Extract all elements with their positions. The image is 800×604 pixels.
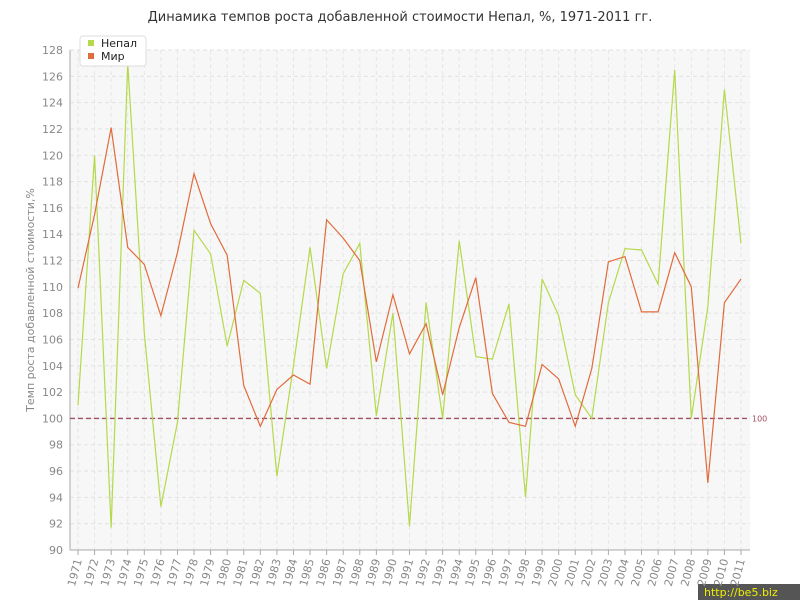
legend-swatch [88,53,94,59]
y-tick-label: 112 [42,255,63,268]
y-tick-label: 110 [42,281,63,294]
y-tick-label: 92 [49,518,63,531]
y-tick-label: 102 [42,386,63,399]
y-tick-label: 116 [42,202,63,215]
y-tick-label: 108 [42,307,63,320]
y-tick-label: 106 [42,333,63,346]
y-tick-label: 94 [49,491,63,504]
y-tick-label: 118 [42,176,63,189]
y-tick-label: 114 [42,228,63,241]
chart-title: Динамика темпов роста добавленной стоимо… [148,10,653,25]
plot-area [70,50,750,550]
line-series [77,127,742,483]
y-tick-label: 98 [49,439,63,452]
y-tick-label: 128 [42,44,63,57]
y-tick-label: 100 [42,412,63,425]
reference-label: 100 [752,414,767,423]
y-axis-label: Темп роста добавленной стоимости,% [24,188,37,413]
y-tick-label: 104 [42,360,63,373]
y-tick-label: 124 [42,97,63,110]
line-series [77,63,742,528]
watermark: http://be5.biz [704,586,778,599]
legend-swatch [88,40,94,46]
legend-label: Непал [101,37,137,50]
y-tick-label: 120 [42,149,63,162]
y-tick-label: 96 [49,465,63,478]
watermark-bg [698,584,800,600]
legend-box [79,35,147,67]
y-tick-label: 122 [42,123,63,136]
legend-label: Мир [101,50,125,63]
y-tick-label: 126 [42,70,63,83]
y-tick-label: 90 [49,544,63,557]
